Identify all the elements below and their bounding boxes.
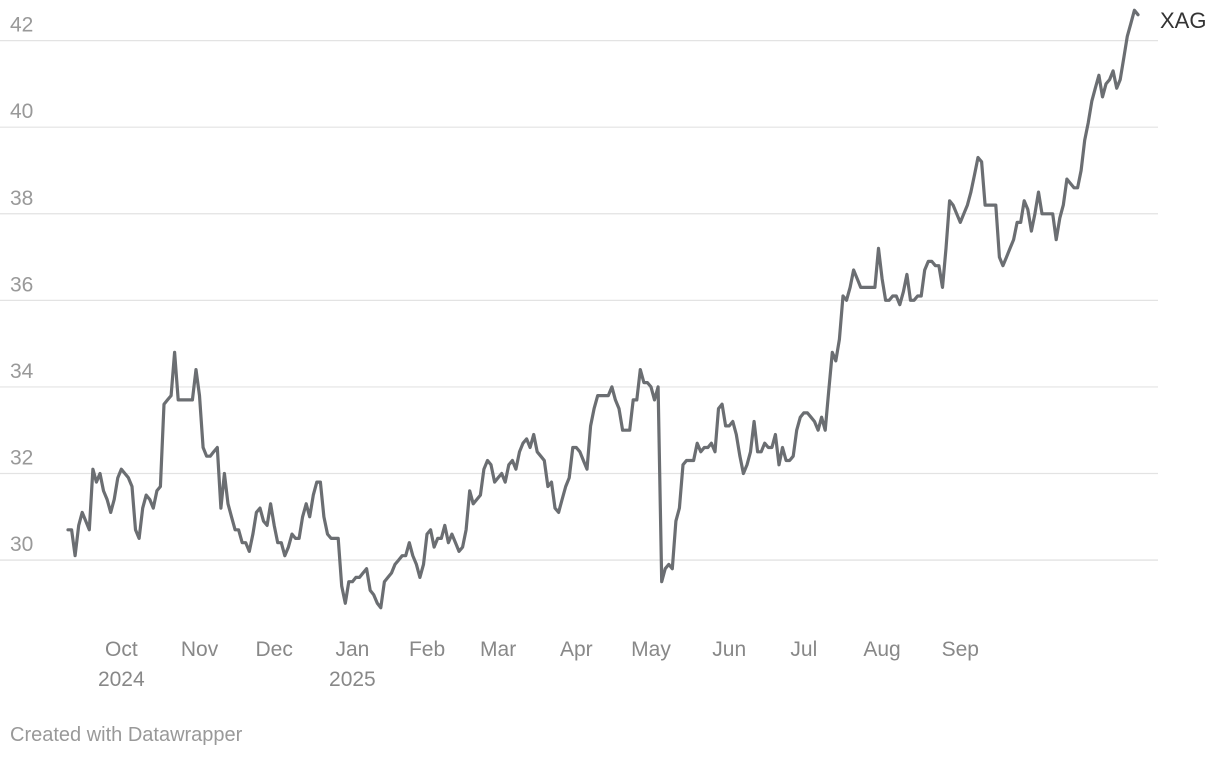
- x-tick-label-may: May: [631, 638, 671, 661]
- x-tick-label-sep: Sep: [942, 638, 979, 661]
- x-axis: Oct 2024 Nov Dec Jan 2025 Feb Mar Apr May Jun Jul Au…: [98, 638, 979, 691]
- x-tick-label-feb: Feb: [409, 638, 445, 661]
- y-tick-label-30: 30: [10, 533, 33, 556]
- credit-text: Created with Datawrapper: [10, 724, 243, 746]
- y-tick-label-40: 40: [10, 100, 33, 123]
- series-label-xag: XAG: [1160, 8, 1206, 33]
- y-tick-label-34: 34: [10, 360, 34, 383]
- x-tick-label-oct: Oct: [105, 638, 138, 661]
- x-tick-label-aug: Aug: [863, 638, 900, 661]
- x-tick-label-dec: Dec: [255, 638, 292, 661]
- y-tick-label-36: 36: [10, 273, 33, 296]
- x-tick-sublabel-2024: 2024: [98, 668, 145, 691]
- x-tick-label-mar: Mar: [480, 638, 516, 661]
- y-tick-label-38: 38: [10, 187, 33, 210]
- line-chart: 30 32 34 36 38 40 42 Oct 2024 Nov Dec Jan 2025 Feb Ma…: [0, 8, 1206, 691]
- x-tick-sublabel-2025: 2025: [329, 668, 376, 691]
- x-tick-label-jul: Jul: [790, 638, 817, 661]
- y-tick-label-42: 42: [10, 14, 33, 37]
- x-tick-label-jan: Jan: [335, 638, 369, 661]
- y-axis: 30 32 34 36 38 40 42: [10, 14, 34, 556]
- x-tick-label-apr: Apr: [560, 638, 593, 661]
- y-tick-label-32: 32: [10, 446, 33, 469]
- gridlines: [0, 40, 1158, 561]
- x-tick-label-nov: Nov: [181, 638, 219, 661]
- x-tick-label-jun: Jun: [712, 638, 746, 661]
- series-line-xag: [66, 8, 1140, 610]
- series-group: XAG: [66, 8, 1206, 610]
